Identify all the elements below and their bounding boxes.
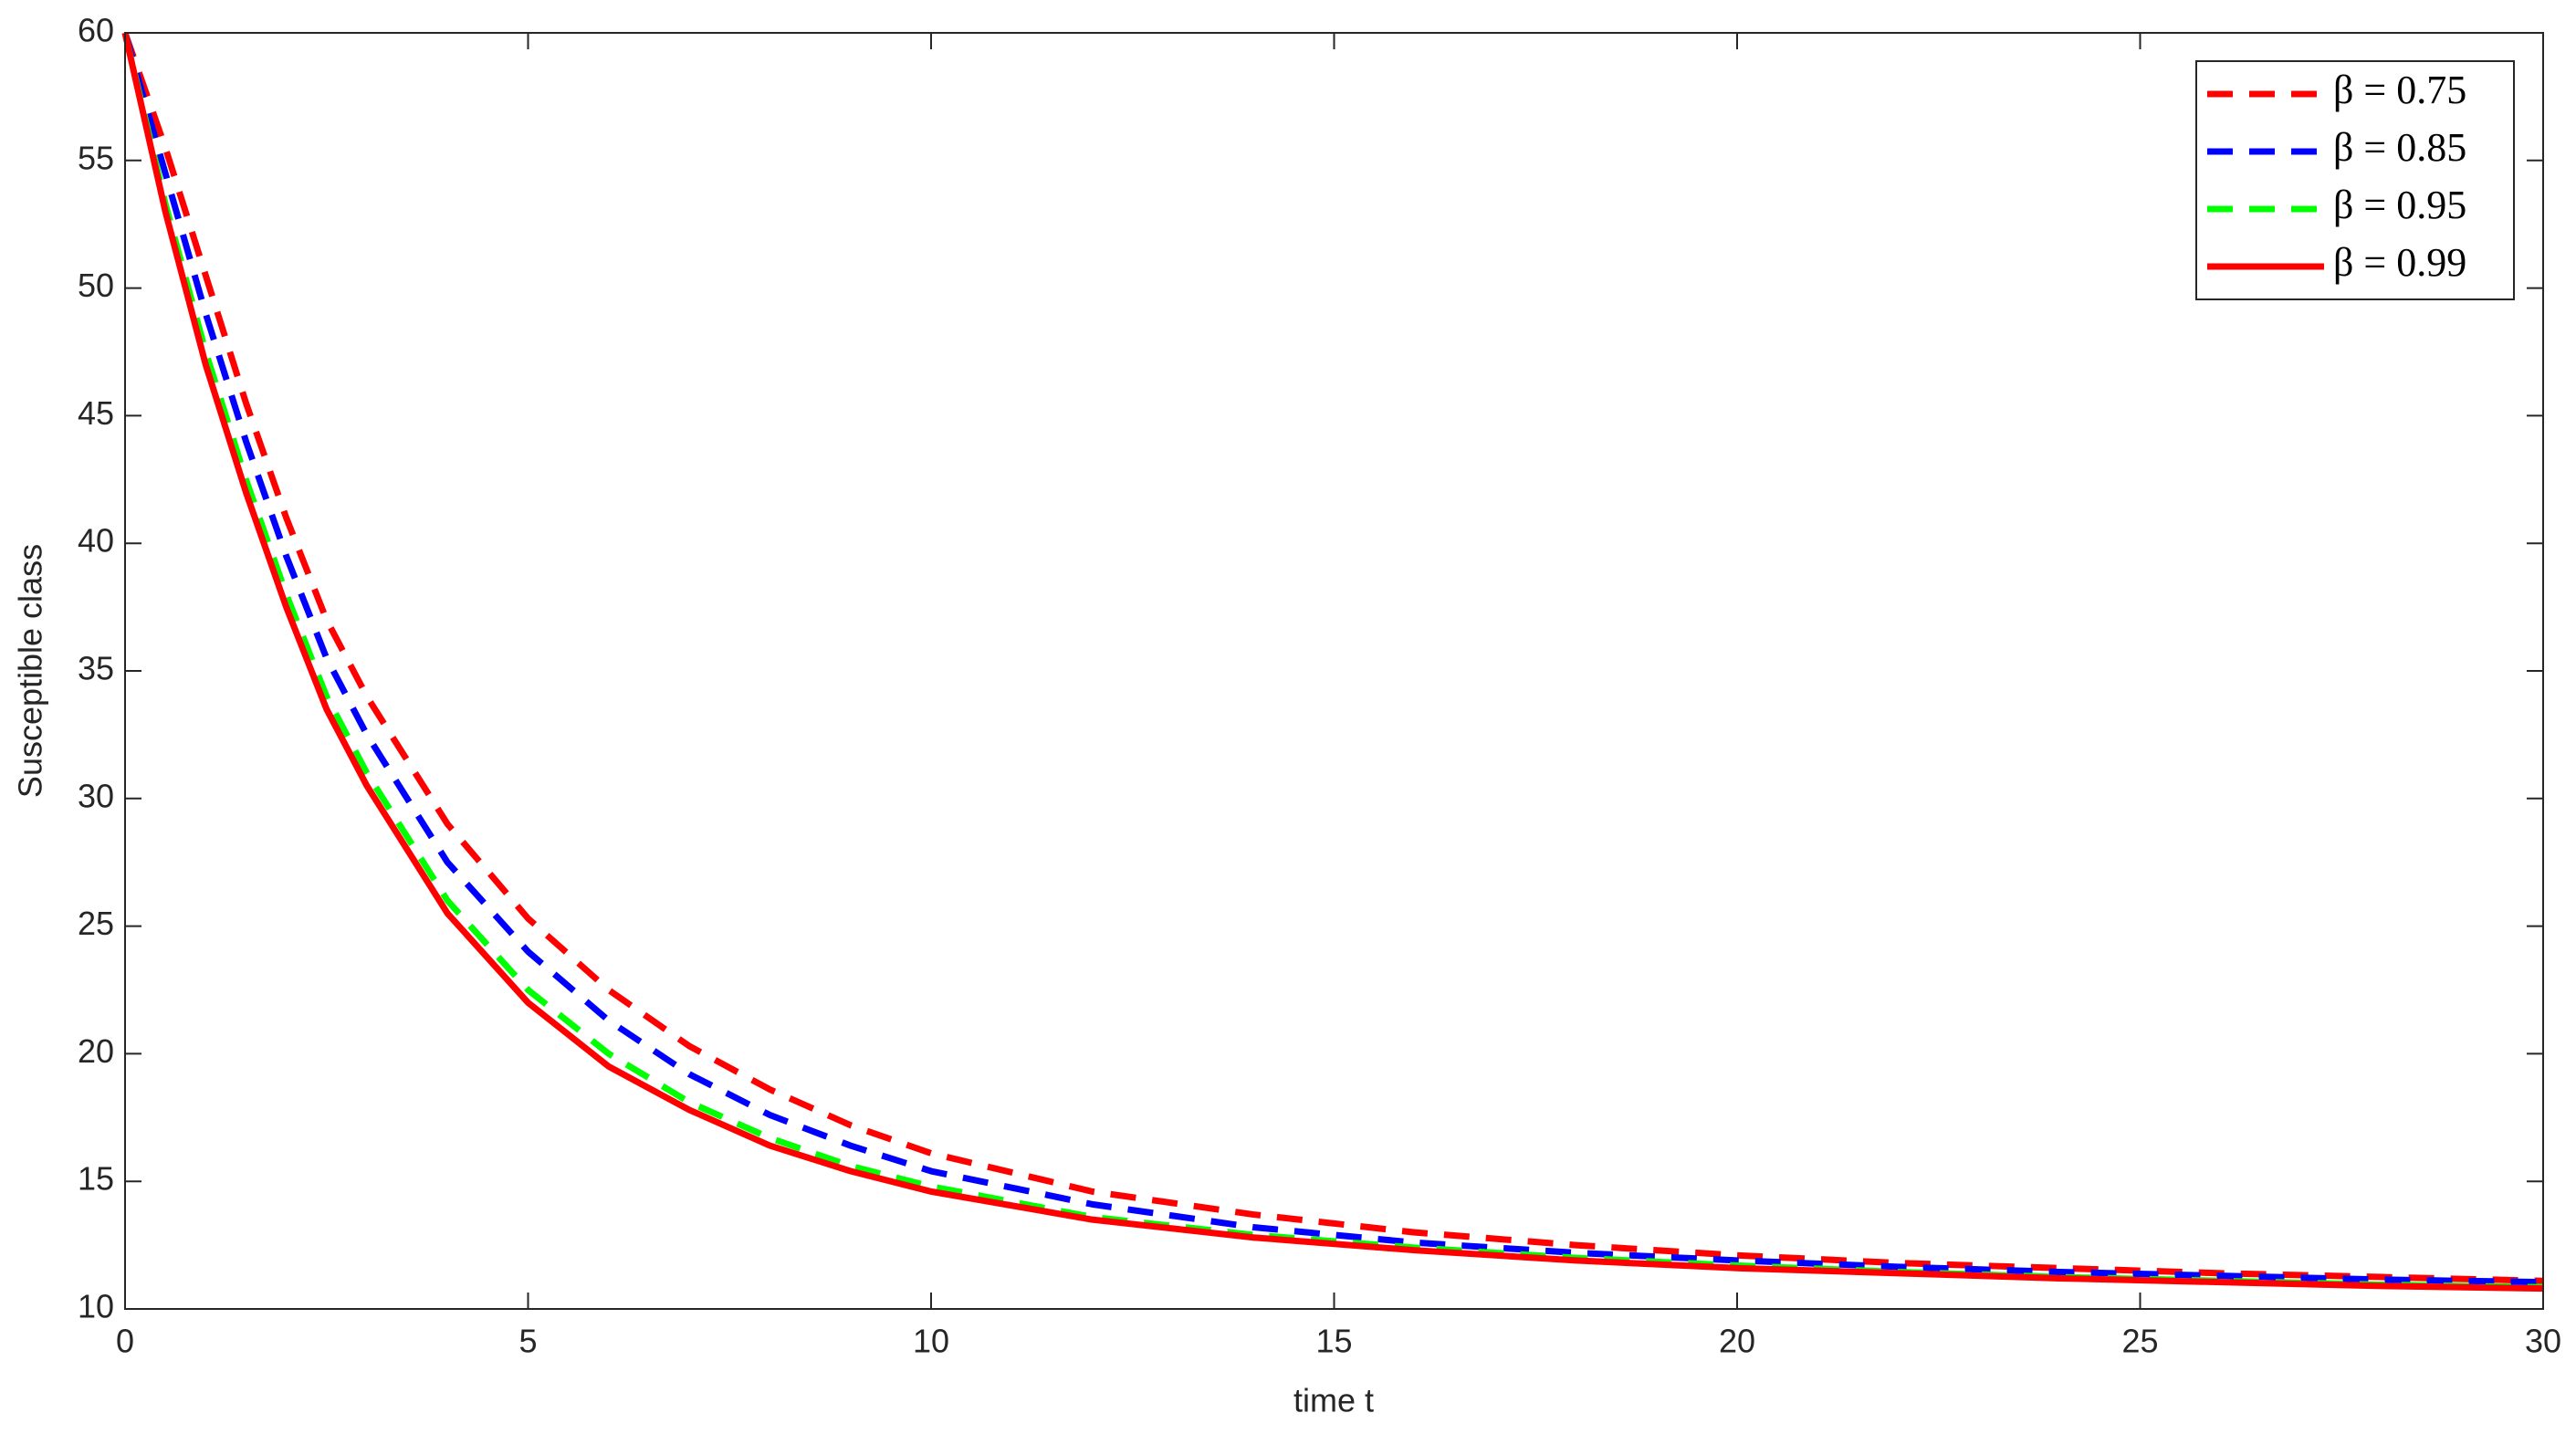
y-tick-label: 35	[78, 650, 114, 687]
y-tick-label: 55	[78, 139, 114, 176]
x-axis-label: time t	[1293, 1382, 1374, 1419]
y-tick-label: 30	[78, 777, 114, 814]
plot-frame	[124, 32, 2544, 1310]
y-tick-label: 20	[78, 1032, 114, 1070]
legend-box	[2195, 60, 2515, 300]
y-tick-label: 60	[78, 12, 114, 49]
y-tick-label: 45	[78, 394, 114, 432]
y-tick-label: 40	[78, 522, 114, 560]
x-tick-label: 0	[116, 1323, 134, 1360]
y-tick-label: 15	[78, 1160, 114, 1198]
legend-label: β = 0.75	[2333, 68, 2466, 112]
legend-label: β = 0.95	[2333, 183, 2466, 227]
x-tick-label: 15	[1315, 1323, 1352, 1360]
line-series	[121, 31, 2544, 1284]
y-tick-label: 25	[78, 905, 114, 942]
x-tick-label: 20	[1719, 1323, 1755, 1360]
x-tick-label: 10	[913, 1323, 949, 1360]
y-axis-label: Susceptible class	[12, 544, 49, 798]
x-tick-label: 30	[2525, 1323, 2561, 1360]
y-tick-label: 50	[78, 267, 114, 304]
x-tick-label: 25	[2121, 1323, 2158, 1360]
legend-label: β = 0.85	[2333, 125, 2466, 170]
line-series	[121, 32, 2544, 1293]
line-series	[121, 32, 2544, 1291]
line-series	[121, 32, 2544, 1286]
x-tick-label: 5	[518, 1323, 537, 1360]
y-tick-label: 10	[78, 1288, 114, 1325]
legend-label: β = 0.99	[2333, 240, 2466, 285]
